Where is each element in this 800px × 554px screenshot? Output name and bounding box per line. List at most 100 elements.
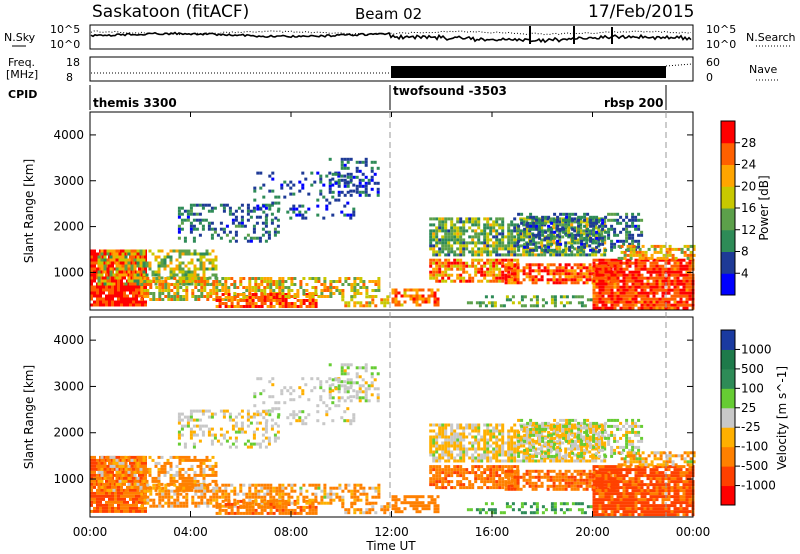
heatmap-cell xyxy=(427,297,431,301)
heatmap-cell xyxy=(233,280,237,283)
heatmap-cell xyxy=(471,279,475,283)
heatmap-cell xyxy=(340,190,344,194)
heatmap-cell xyxy=(212,492,216,496)
heatmap-cell xyxy=(603,241,607,245)
heatmap-cell xyxy=(143,289,147,292)
heatmap-cell xyxy=(201,430,205,434)
heatmap-cell xyxy=(625,306,629,310)
heatmap-cell xyxy=(562,295,566,299)
heatmap-cell xyxy=(264,421,268,425)
heatmap-cell xyxy=(246,439,250,443)
heatmap-cell xyxy=(148,473,152,477)
heatmap-cell xyxy=(519,235,523,239)
heatmap-cell xyxy=(352,381,356,385)
heatmap-cell xyxy=(355,166,359,170)
heatmap-cell xyxy=(646,294,650,298)
heatmap-cell xyxy=(498,238,502,242)
heatmap-cell xyxy=(328,184,332,188)
heatmap-cell xyxy=(528,266,532,270)
heatmap-cell xyxy=(619,230,623,234)
cpid-segment-2: twofsound -3503 xyxy=(393,84,507,98)
heatmap-cell xyxy=(112,282,116,286)
heatmap-cell xyxy=(143,280,147,283)
heatmap-cell xyxy=(341,295,345,299)
heatmap-cell xyxy=(245,495,249,499)
heatmap-cell xyxy=(190,479,194,483)
heatmap-cell xyxy=(394,297,398,301)
heatmap-cell xyxy=(264,224,268,228)
heatmap-cell xyxy=(284,511,288,515)
heatmap-cell xyxy=(553,298,557,302)
heatmap-cell xyxy=(135,506,138,510)
heatmap-cell xyxy=(191,277,195,280)
heatmap-cell xyxy=(219,427,223,431)
heatmap-cell xyxy=(665,256,669,260)
heatmap-cell xyxy=(456,273,460,277)
heatmap-cell xyxy=(196,479,200,483)
heatmap-cell xyxy=(589,218,593,222)
heatmap-cell xyxy=(296,295,300,298)
heatmap-cell xyxy=(135,294,138,298)
heatmap-cell xyxy=(189,415,193,419)
nave-label: Nave xyxy=(749,63,777,76)
heatmap-cell xyxy=(337,404,341,408)
heatmap-cell xyxy=(124,282,128,286)
heatmap-cell xyxy=(197,289,201,292)
heatmap-cell xyxy=(468,226,472,230)
heatmap-cell xyxy=(311,505,315,509)
heatmap-cell xyxy=(556,224,560,228)
heatmap-cell xyxy=(634,294,638,298)
heatmap-cell xyxy=(556,218,560,222)
heatmap-cell xyxy=(108,291,111,295)
heatmap-cell xyxy=(161,498,165,502)
heatmap-cell xyxy=(535,301,539,305)
heatmap-cell xyxy=(531,269,535,273)
heatmap-cell xyxy=(259,377,263,381)
heatmap-cell xyxy=(141,303,144,307)
heatmap-cell xyxy=(674,247,678,251)
heatmap-cell xyxy=(362,489,366,493)
heatmap-cell xyxy=(604,270,608,274)
heatmap-cell xyxy=(274,201,278,205)
heatmap-cell xyxy=(673,291,677,295)
heatmap-cell xyxy=(169,473,173,477)
heatmap-cell xyxy=(221,286,225,289)
heatmap-cell xyxy=(305,505,309,509)
heatmap-cell xyxy=(667,273,671,277)
heatmap-cell xyxy=(90,303,93,307)
heatmap-cell xyxy=(549,263,553,267)
heatmap-cell xyxy=(260,299,264,302)
heatmap-cell xyxy=(121,252,125,256)
heatmap-cell xyxy=(173,492,177,496)
heatmap-cell xyxy=(100,470,104,474)
heatmap-cell xyxy=(685,288,689,292)
heatmap-cell xyxy=(96,294,99,298)
heatmap-cell xyxy=(301,216,305,220)
heatmap-cell xyxy=(154,476,158,480)
heatmap-cell xyxy=(592,303,596,307)
heatmap-cell xyxy=(121,479,125,483)
heatmap-cell xyxy=(93,294,96,298)
heatmap-cell xyxy=(561,278,565,282)
heatmap-cell xyxy=(93,461,96,465)
heatmap-cell xyxy=(205,252,209,256)
heatmap-cell xyxy=(132,285,135,289)
heatmap-cell xyxy=(138,509,141,513)
heatmap-cell xyxy=(580,304,584,308)
heatmap-cell xyxy=(108,279,111,283)
heatmap-cell xyxy=(543,269,547,273)
heatmap-cell xyxy=(275,505,279,509)
heatmap-cell xyxy=(290,495,294,499)
heatmap-cell xyxy=(498,279,502,283)
heatmap-cell xyxy=(140,286,144,289)
heatmap-cell xyxy=(278,499,282,503)
heatmap-cell xyxy=(99,500,102,504)
heatmap-cell xyxy=(148,455,152,459)
heatmap-cell xyxy=(668,247,672,251)
heatmap-cell xyxy=(251,305,255,308)
heatmap-cell xyxy=(308,277,312,280)
heatmap-cell xyxy=(570,220,574,224)
heatmap-cell xyxy=(281,508,285,512)
heatmap-cell xyxy=(622,300,626,304)
heatmap-cell xyxy=(640,306,644,310)
